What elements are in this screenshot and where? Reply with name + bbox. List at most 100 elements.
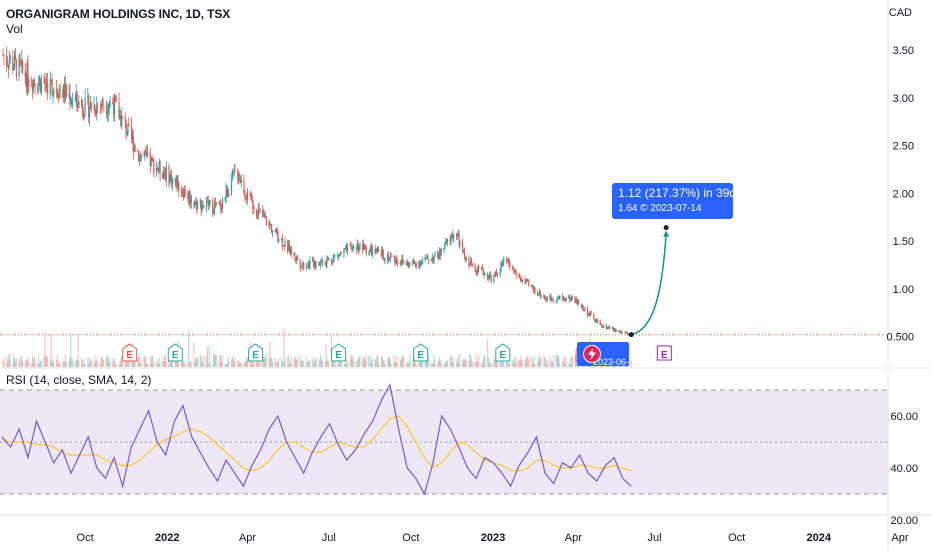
candle-body [618, 330, 620, 332]
candle-body [169, 175, 171, 184]
volume-bar [132, 362, 134, 367]
candle-body [364, 247, 366, 249]
candle-body [626, 333, 628, 335]
candle-body [432, 257, 434, 261]
volume-bar [175, 361, 177, 367]
candle-body [326, 258, 328, 265]
volume-bar [97, 361, 99, 367]
candle-body [56, 92, 59, 96]
candle-body [357, 242, 359, 252]
candle-body [302, 263, 304, 266]
volume-bar [33, 356, 35, 367]
volume-bar [519, 360, 521, 367]
candle-body [515, 271, 517, 276]
candle-body [231, 171, 233, 181]
rsi-label[interactable]: RSI (14, close, SMA, 14, 2) [6, 373, 152, 387]
volume-bar [475, 354, 477, 367]
volume-bar [256, 358, 258, 367]
candle-body [470, 260, 472, 265]
candle-body [559, 295, 561, 299]
earnings-marker: E [167, 343, 183, 362]
volume-bar [369, 356, 371, 367]
candle-body [252, 199, 254, 210]
candle-body [375, 248, 377, 254]
candle-body [281, 238, 283, 247]
candle-body [196, 201, 199, 209]
candle-body [600, 323, 602, 325]
x-tick-label: Oct [728, 532, 745, 544]
candle-body [58, 88, 60, 98]
candle-body [84, 97, 86, 116]
candle-body [545, 297, 547, 300]
candle-body [25, 76, 27, 87]
earnings-label: E [126, 350, 133, 361]
projection-arrow [663, 230, 670, 237]
volume-bar [100, 357, 102, 367]
volume-bar [412, 360, 414, 367]
volume-bar [237, 361, 239, 367]
volume-label[interactable]: Vol [6, 22, 23, 36]
candle-body [421, 260, 424, 261]
candle-body [181, 192, 183, 194]
candle-body [164, 173, 167, 180]
candle-body [162, 173, 164, 179]
candle-body [346, 245, 349, 252]
candle-body [40, 80, 42, 92]
candle-body [389, 256, 391, 259]
volume-bar [414, 356, 416, 367]
volume-bar [484, 355, 486, 367]
projection-target: 1.64 © 2023-07-14 [618, 203, 702, 214]
volume-bar [469, 354, 471, 367]
candle-body [201, 205, 203, 211]
volume-bar [512, 359, 514, 367]
candle-body [74, 97, 76, 101]
volume-bar [528, 360, 530, 367]
candle-body [256, 214, 258, 217]
symbol-title[interactable]: ORGANIGRAM HOLDINGS INC, 1D, TSX [6, 7, 231, 21]
candle-body [246, 198, 248, 201]
volume-bar [183, 361, 185, 367]
volume-bar [551, 362, 553, 367]
lightning-icon[interactable] [583, 345, 601, 363]
candle-body [596, 320, 599, 323]
candle-body [481, 267, 483, 269]
volume-bar [334, 357, 336, 367]
volume-bar [220, 354, 222, 367]
volume-bar [188, 330, 190, 367]
candle-body [555, 300, 557, 302]
candle-body [88, 96, 90, 117]
candle-body [620, 331, 622, 333]
volume-bar [533, 356, 535, 367]
volume-bar [32, 359, 34, 367]
candle-body [209, 200, 211, 205]
volume-bar [483, 355, 485, 367]
volume-bar [302, 360, 304, 367]
volume-bar [107, 357, 109, 367]
candle-body [12, 56, 14, 70]
volume-bar [128, 360, 130, 367]
volume-bar [158, 357, 160, 367]
volume-bar [230, 359, 233, 367]
volume-bar [208, 345, 210, 367]
volume-bar [353, 361, 355, 367]
projection-label[interactable]: 1.12 (217.37%) in 39d 1.64 © 2023-07-14 [612, 183, 736, 219]
candle-body [578, 300, 580, 305]
candle-body [139, 154, 142, 158]
candle-body [383, 259, 385, 260]
volume-bar [470, 354, 472, 367]
volume-bar [482, 359, 484, 367]
volume-bar [464, 360, 466, 367]
candle-body [489, 274, 491, 277]
candle-body [9, 56, 11, 62]
volume-bar [370, 363, 372, 367]
candle-body [163, 172, 165, 179]
x-tick-label: Jul [322, 532, 336, 544]
volume-bar [89, 361, 92, 367]
candle-body [43, 80, 45, 83]
candle-body [249, 191, 251, 195]
volume-bar [321, 358, 323, 367]
volume-bar [25, 359, 27, 367]
candle-body [106, 112, 109, 115]
volume-bar [449, 357, 451, 367]
